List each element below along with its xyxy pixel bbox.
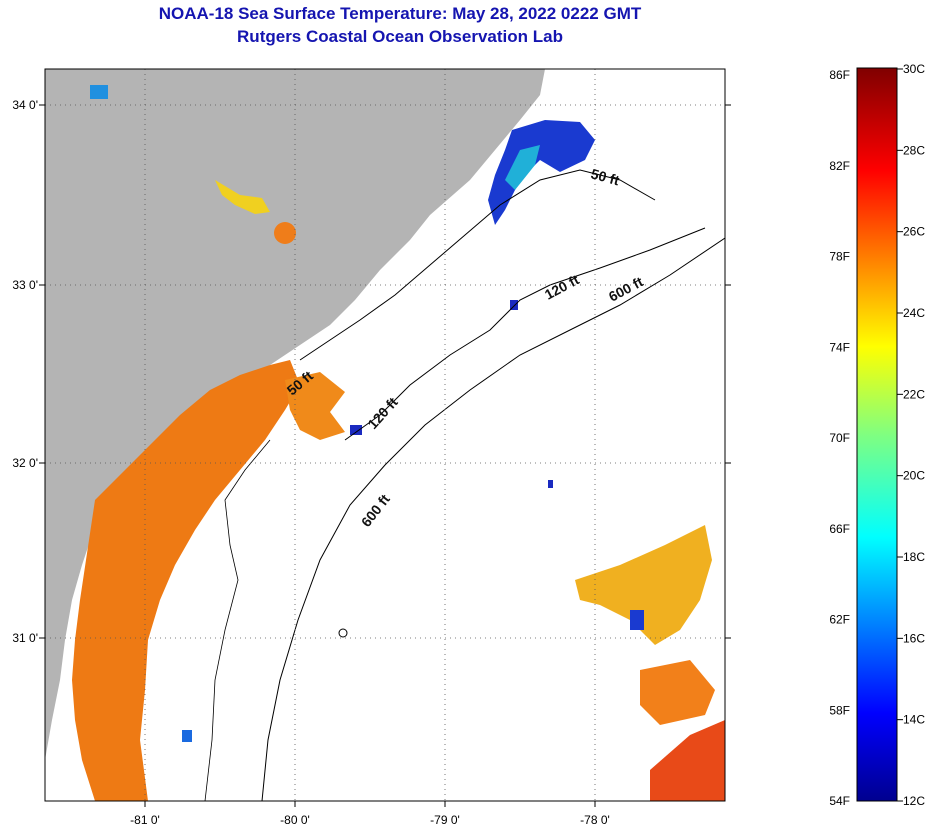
- colorbar-c-label: 24C: [903, 306, 925, 320]
- sst-cool-patch: [488, 120, 595, 225]
- contour-600ft: [261, 237, 725, 801]
- colorbar-f-label: 54F: [829, 794, 850, 808]
- map-title: NOAA-18 Sea Surface Temperature: May 28,…: [158, 4, 642, 23]
- land-mass: [45, 69, 545, 760]
- colorbar-f-label: 86F: [829, 68, 850, 82]
- colorbar-c-label: 28C: [903, 143, 925, 157]
- lat-label-34: 34 0': [12, 98, 38, 112]
- lat-tick-marks: [39, 104, 731, 807]
- colorbar-f-label: 74F: [829, 340, 850, 354]
- colorbar-f-label: 82F: [829, 159, 850, 173]
- colorbar-f-label: 62F: [829, 613, 850, 627]
- colorbar-c-label: 14C: [903, 713, 925, 727]
- graticule: [45, 69, 725, 801]
- lat-label-33: 33 0': [12, 278, 38, 292]
- sst-warm-plume: [285, 372, 345, 440]
- contour-small-loop: [338, 628, 348, 638]
- sst-pixel: [90, 85, 108, 99]
- lon-label-81: -81 0': [130, 813, 160, 827]
- colorbar-c-label: 20C: [903, 469, 925, 483]
- contour-label-50ft-north: 50 ft: [589, 165, 621, 188]
- colorbar-c-label: 12C: [903, 794, 925, 808]
- lon-label-80: -80 0': [280, 813, 310, 827]
- colorbar-f-label: 78F: [829, 250, 850, 264]
- map-subtitle: Rutgers Coastal Ocean Observation Lab: [237, 27, 563, 46]
- sst-offshore-warm-corner: [650, 720, 725, 801]
- contour-120ft-north: [344, 227, 706, 441]
- sst-pixel: [350, 425, 362, 435]
- sst-offshore-patch: [575, 525, 712, 645]
- colorbar-f-label: 58F: [829, 703, 850, 717]
- sst-pixel: [182, 730, 192, 742]
- sst-cool-fringe: [505, 145, 540, 190]
- sst-yellow-patch: [215, 180, 270, 214]
- sst-offshore-patch-2: [640, 660, 715, 725]
- lat-label-32: 32 0': [12, 456, 38, 470]
- sst-orange-spot: [274, 222, 296, 244]
- colorbar-c-label: 22C: [903, 387, 925, 401]
- contour-inshore: [204, 439, 271, 801]
- contour-50ft-north: [299, 169, 656, 361]
- lon-label-78: -78 0': [580, 813, 610, 827]
- colorbar-c-label: 16C: [903, 631, 925, 645]
- sst-pixel: [630, 610, 644, 630]
- colorbar-c-label: 18C: [903, 550, 925, 564]
- lat-label-31: 31 0': [12, 631, 38, 645]
- lon-label-79: -79 0': [430, 813, 460, 827]
- colorbar-f-label: 70F: [829, 431, 850, 445]
- sst-warm-band: [72, 360, 300, 801]
- sst-pixel: [510, 300, 518, 310]
- sst-pixel: [548, 480, 553, 488]
- colorbar-c-label: 30C: [903, 62, 925, 76]
- colorbar-c-label: 26C: [903, 225, 925, 239]
- map-frame: [44, 68, 726, 802]
- colorbar-f-label: 66F: [829, 522, 850, 536]
- colorbar-gradient: [856, 67, 898, 802]
